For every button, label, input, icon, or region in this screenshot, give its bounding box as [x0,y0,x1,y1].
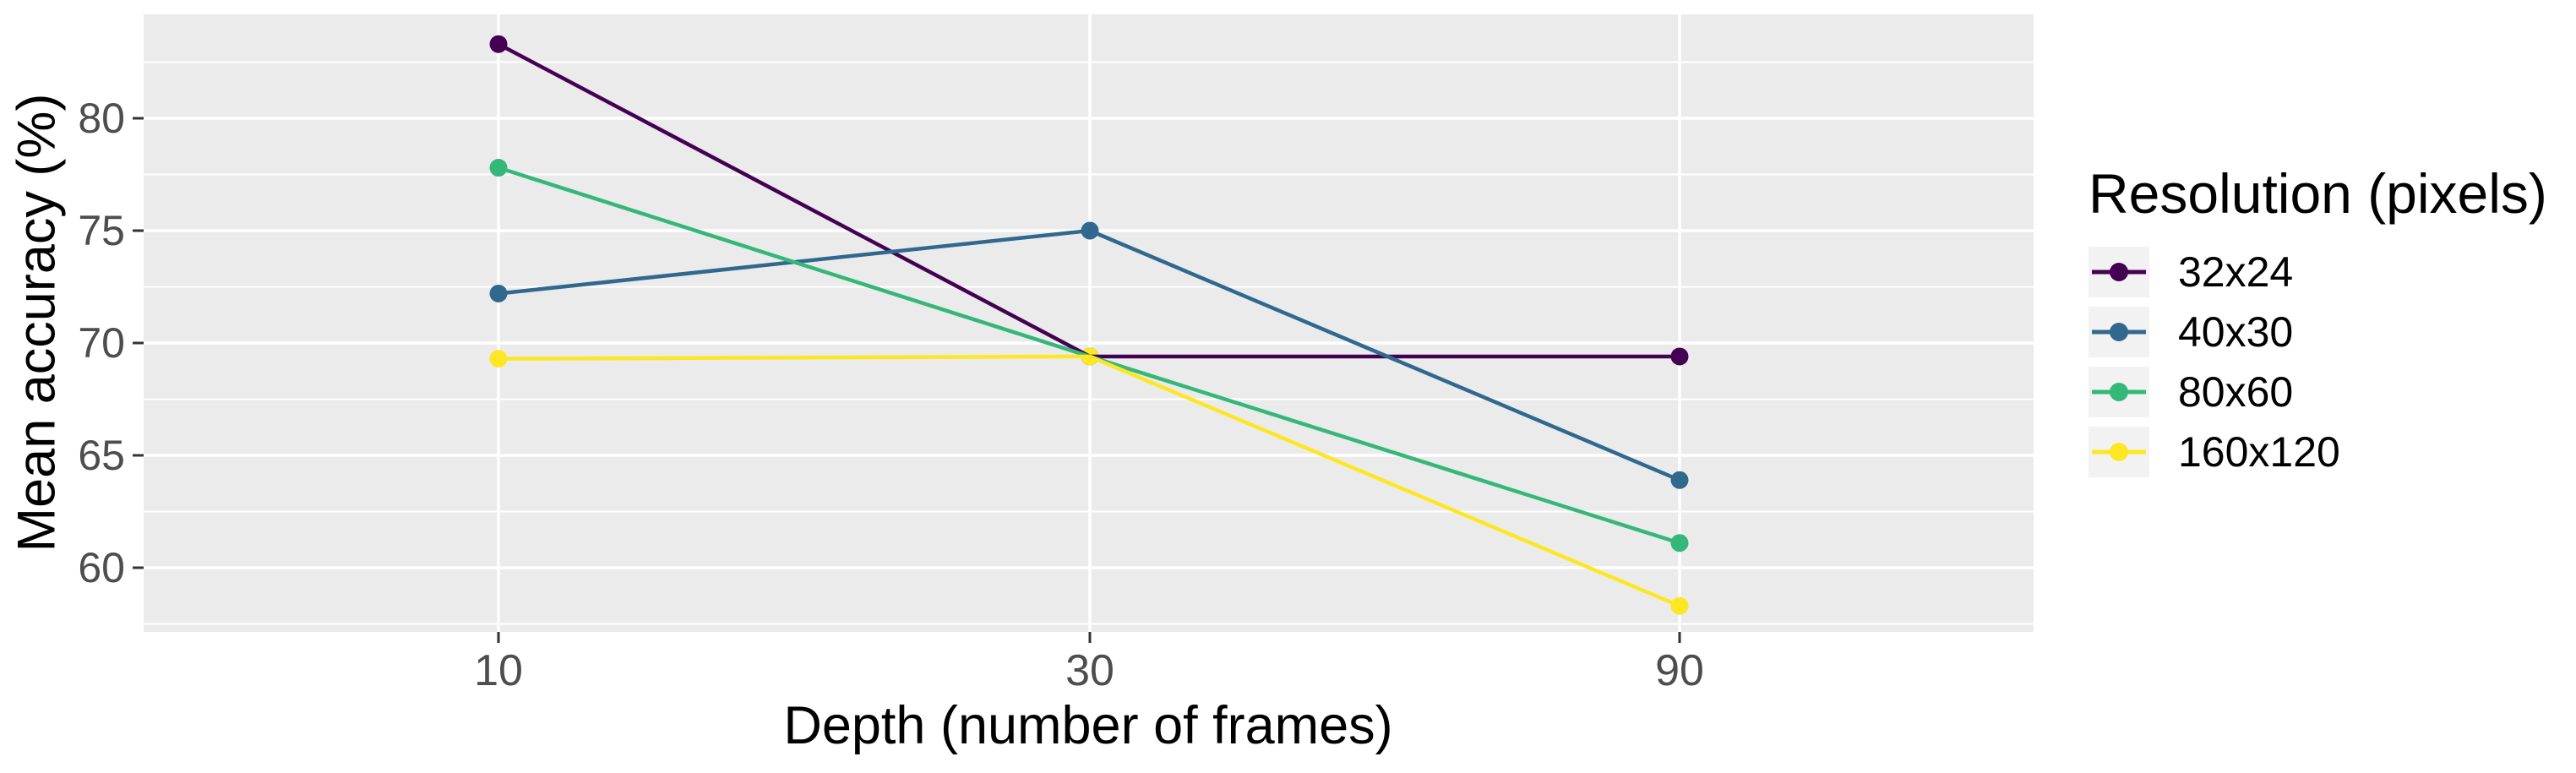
y-tick-label-75: 75 [78,207,125,254]
legend-item-40x30: 40x30 [2089,307,2547,357]
legend: Resolution (pixels) 32x24 40x30 80x60 160x1… [2089,166,2547,477]
x-tick-label-90: 90 [1655,646,1704,695]
legend-item-label: 32x24 [2178,248,2294,296]
legend-key-40x30 [2089,307,2149,357]
y-tick-label-80: 80 [78,95,125,142]
legend-title: Resolution (pixels) [2089,162,2547,225]
legend-key-160x120 [2089,427,2149,477]
x-axis-title: Depth (number of frames) [783,696,1393,755]
y-tick-label-60: 60 [78,544,125,591]
y-axis-title: Mean accuracy (%) [7,93,67,553]
series-line-160x120 [498,354,1680,608]
legend-key-point [2110,263,2128,281]
legend-key-point [2110,323,2128,341]
legend-key-point [2110,443,2128,461]
legend-item-label: 80x60 [2178,368,2294,416]
legend-item-label: 160x120 [2178,428,2340,476]
legend-key-32x24 [2089,247,2149,297]
legend-item-160x120: 160x120 [2089,427,2547,477]
legend-item-label: 40x30 [2178,308,2294,356]
legend-key-80x60 [2089,367,2149,417]
legend-items: 32x24 40x30 80x60 160x120 [2089,247,2547,477]
legend-item-80x60: 80x60 [2089,367,2547,417]
legend-key-point [2110,383,2128,401]
x-tick-label-30: 30 [1065,646,1114,695]
legend-item-32x24: 32x24 [2089,247,2547,297]
x-tick-label-10: 10 [474,646,523,695]
series-line-40x30 [498,228,1680,482]
y-tick-label-65: 65 [78,432,125,479]
y-tick-label-70: 70 [78,319,125,367]
